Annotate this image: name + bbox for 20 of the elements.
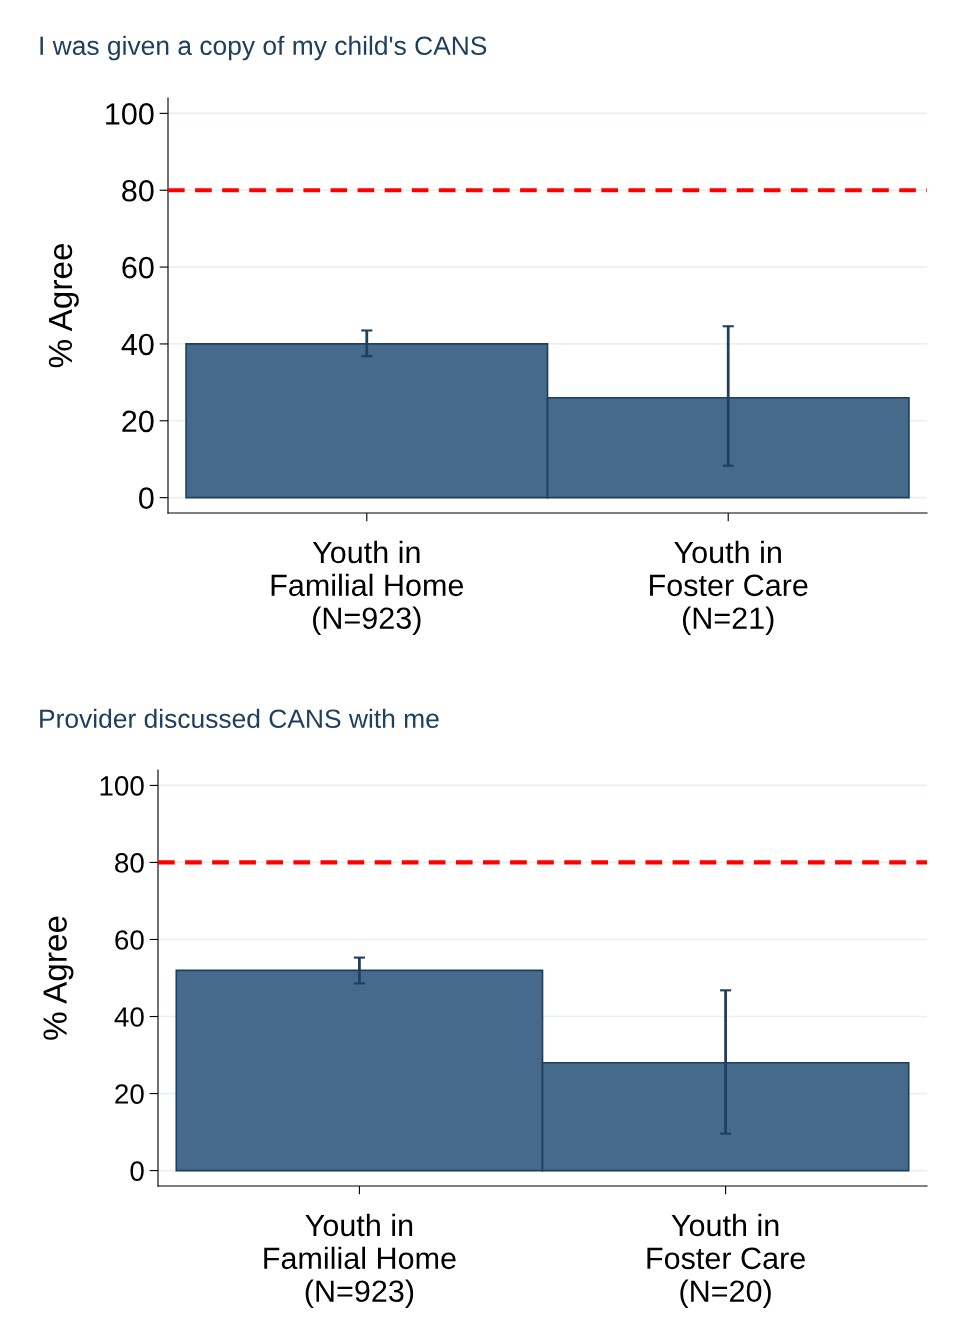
y-tick-label: 20 [115,1084,144,1104]
y-tick-label: 60 [115,930,144,950]
y-axis-title: % Agree [48,243,79,368]
y-tick-label: 20 [122,410,154,433]
x-tick-label: Youth in Foster Care (N=20) [647,1213,805,1309]
x-tick-label: Youth in Familial Home (N=923) [271,540,464,636]
y-tick-label: 100 [100,776,144,796]
y-tick-label: 40 [121,333,154,356]
chart-title: I was given a copy of my child's CANS [40,35,487,61]
y-tick-label: 80 [122,179,154,202]
chart-title: Provider discussed CANS with me [40,708,439,729]
x-tick-label: Youth in Familial Home (N=923) [264,1213,456,1309]
y-tick-label: 100 [106,103,154,125]
y-axis-title: % Agree [43,916,74,1040]
y-tick-label: 0 [130,1161,144,1181]
y-tick-label: 40 [114,1007,144,1027]
y-tick-label: 60 [122,256,154,279]
y-tick-label: 80 [115,853,144,873]
x-tick-label: Youth in Foster Care (N=21) [650,540,808,636]
y-tick-label: 0 [139,487,154,509]
